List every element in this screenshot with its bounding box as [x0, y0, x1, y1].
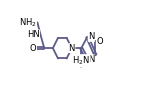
Text: HN: HN: [27, 30, 39, 39]
Text: O: O: [96, 37, 103, 46]
Text: NH$_2$: NH$_2$: [19, 16, 37, 29]
Text: O: O: [30, 44, 37, 53]
Text: H$_2$N: H$_2$N: [72, 55, 90, 67]
Text: N: N: [88, 55, 94, 64]
Text: N: N: [88, 33, 94, 41]
Text: N: N: [69, 44, 75, 53]
